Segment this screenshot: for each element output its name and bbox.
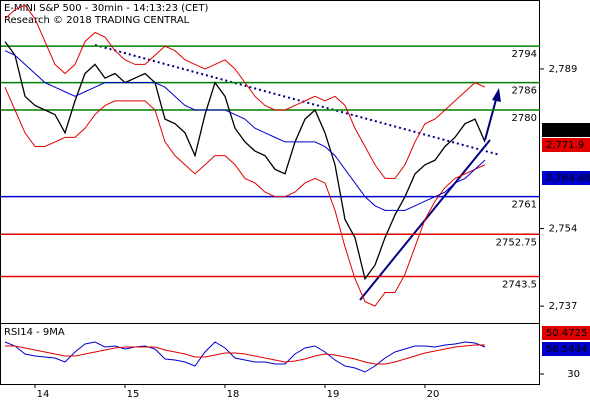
- x-tick-label: 14: [37, 389, 50, 400]
- price-tag: [542, 326, 590, 340]
- level-label: 2761: [512, 200, 537, 211]
- rsi-title: RSI14 - 9MA: [4, 327, 65, 338]
- indicator-line: [4, 87, 486, 307]
- y-tick-label: 2,737: [549, 301, 578, 312]
- rsi-tick-label: 30: [567, 369, 580, 380]
- price-tag-label: 56.5434: [546, 344, 587, 355]
- forecast-arrow: [484, 95, 498, 141]
- price-line: [4, 41, 486, 281]
- price-tag-label: 50.4725: [546, 328, 587, 339]
- chart-subtitle: Research © 2018 TRADING CENTRAL: [4, 15, 190, 26]
- price-tag: [542, 138, 590, 152]
- price-tag: [542, 342, 590, 356]
- price-tag: [542, 171, 590, 185]
- x-tick-label: 15: [127, 389, 140, 400]
- price-tag-label: 2,771.9: [546, 140, 584, 151]
- level-label: 2786: [512, 86, 537, 97]
- price-tag-label: 2,773: [546, 125, 575, 136]
- level-label: 2743.5: [502, 279, 537, 290]
- level-label: 2752.75: [496, 237, 537, 248]
- x-tick-label: 19: [327, 389, 340, 400]
- indicator-line: [4, 50, 486, 211]
- x-tick-label: 20: [427, 389, 440, 400]
- y-tick-label: 2,789: [549, 64, 578, 75]
- level-label: 2794: [512, 49, 537, 60]
- arrow-head: [492, 88, 501, 102]
- x-tick-label: 18: [227, 389, 240, 400]
- level-label: 2780: [512, 113, 537, 124]
- rsi-line: [4, 341, 486, 373]
- chart-title: E-MINI S&P 500 - 30min - 14:13:23 (CET): [4, 3, 208, 14]
- rsi-frame: [0, 323, 540, 385]
- price-tag-label: 2,764.48: [546, 173, 590, 184]
- resistance-trendline: [94, 44, 501, 156]
- price-tag: [542, 123, 590, 137]
- y-tick-label: 2,754: [549, 224, 578, 235]
- rsi-line: [5, 344, 485, 365]
- indicator-line: [4, 4, 486, 179]
